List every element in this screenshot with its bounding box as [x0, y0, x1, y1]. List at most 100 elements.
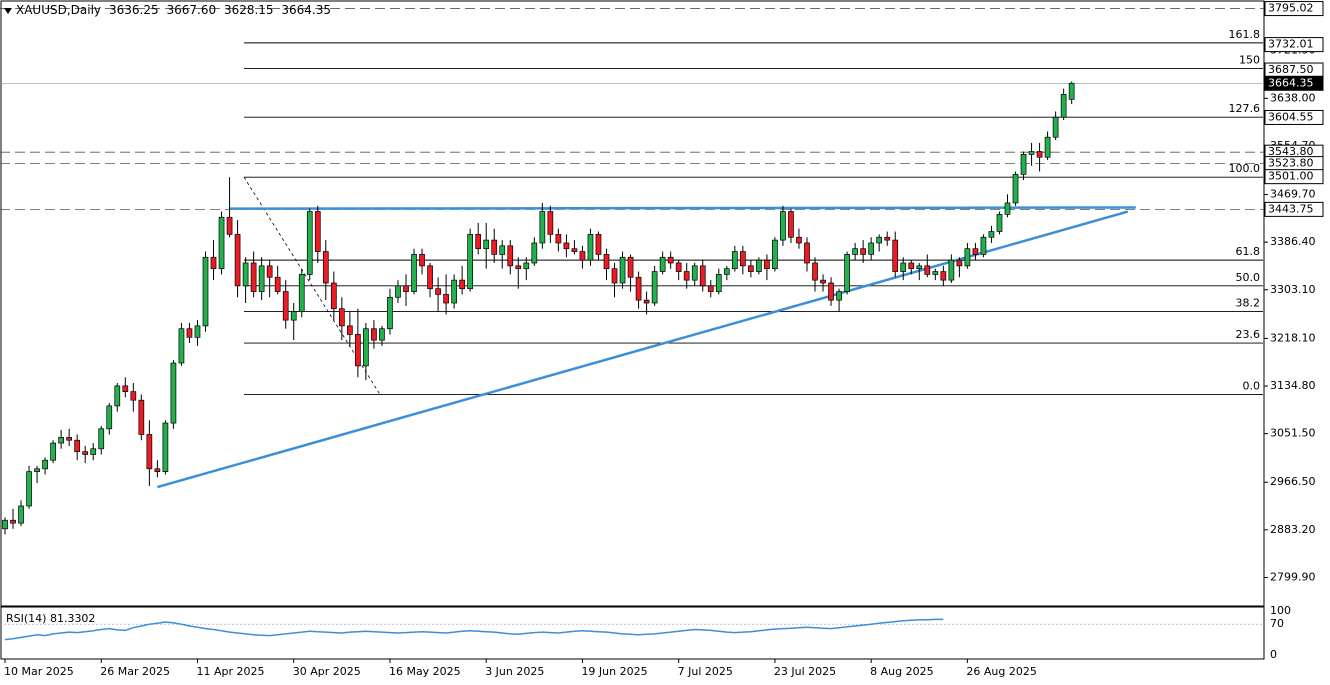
candle-body — [178, 328, 185, 364]
candle — [635, 271, 642, 309]
candle-body — [234, 234, 241, 287]
candle — [884, 231, 891, 246]
candle — [419, 248, 425, 275]
candle-body — [908, 262, 915, 270]
candle-body — [379, 328, 385, 341]
candle — [26, 465, 32, 509]
candle — [683, 262, 690, 289]
candle-body — [306, 211, 313, 275]
candle — [707, 280, 714, 298]
candle-body — [940, 271, 947, 281]
open-value: 3636.25 — [109, 3, 159, 17]
candle — [403, 274, 409, 306]
y-tick-label: 3134.80 — [1270, 379, 1316, 392]
candle — [2, 517, 8, 535]
candle — [980, 234, 987, 258]
candle — [571, 240, 578, 255]
price-tag-label: 3523.80 — [1268, 157, 1314, 170]
candle — [443, 274, 449, 315]
candle — [964, 242, 971, 269]
price-tag-box — [1264, 109, 1324, 125]
candle-body — [90, 448, 97, 455]
candle-body — [659, 256, 666, 272]
candle — [499, 240, 506, 269]
candle — [1036, 142, 1043, 172]
price-tag-label: 3501.00 — [1268, 170, 1314, 183]
candle-body — [338, 308, 345, 327]
candle — [940, 265, 947, 286]
candle — [691, 262, 698, 286]
candle — [1028, 142, 1035, 166]
fib-level-label: 23.6 — [1236, 328, 1261, 341]
candle-body — [756, 259, 762, 272]
candle — [467, 228, 474, 292]
candle — [860, 240, 866, 263]
candle-body — [42, 459, 48, 470]
candle — [659, 251, 666, 275]
candle — [98, 425, 105, 455]
candle — [42, 457, 48, 475]
candle — [1060, 88, 1067, 121]
candle — [355, 308, 361, 378]
candle-body — [587, 234, 594, 261]
candle-body — [266, 265, 273, 278]
candle — [748, 260, 754, 278]
candle — [242, 257, 249, 303]
fib-level-label: 127.6 — [1229, 102, 1261, 115]
candle — [788, 208, 794, 243]
candle — [515, 257, 522, 289]
collapse-triangle-icon[interactable] — [4, 7, 12, 14]
candle-body — [74, 439, 81, 452]
candle-body — [772, 239, 778, 270]
candle-body — [170, 362, 177, 424]
candle — [956, 257, 963, 278]
candle-body — [932, 271, 939, 275]
candle — [226, 177, 233, 238]
candle-body — [884, 236, 891, 241]
candle — [290, 303, 297, 341]
candle — [218, 211, 225, 275]
candle — [451, 274, 457, 309]
candle — [491, 228, 498, 263]
candle — [258, 257, 265, 301]
candle — [675, 260, 682, 281]
price-tag-box — [1264, 1, 1324, 17]
candle — [972, 242, 979, 261]
x-tick-label: 19 Jun 2025 — [581, 665, 647, 678]
candle — [764, 254, 770, 281]
candle — [298, 268, 305, 318]
rsi-level-label: 100 — [1270, 604, 1291, 617]
candle-body — [1004, 202, 1011, 215]
candle-body — [250, 262, 257, 292]
candle — [379, 325, 385, 346]
candle-body — [804, 242, 810, 264]
price-tag-label: 3687.50 — [1268, 63, 1314, 76]
candle-body — [258, 265, 265, 292]
candle — [90, 443, 97, 461]
candle-body — [675, 262, 682, 272]
candle-body — [900, 262, 907, 272]
candle-body — [595, 234, 602, 255]
low-value: 3628.15 — [223, 3, 274, 17]
candle — [643, 291, 650, 315]
candle — [154, 460, 161, 478]
candle — [812, 257, 818, 292]
candle — [739, 245, 746, 275]
rsi-pane-frame — [0, 606, 1265, 660]
candle — [106, 403, 113, 435]
candle — [483, 222, 490, 269]
candle — [347, 311, 353, 346]
candle — [306, 208, 313, 281]
candle — [731, 245, 738, 272]
x-tick-label: 30 Apr 2025 — [293, 665, 361, 678]
candle-body — [828, 282, 834, 301]
candle — [587, 228, 594, 266]
candle — [715, 268, 722, 295]
rsi-level-label: 70 — [1270, 617, 1284, 630]
candle — [330, 271, 337, 321]
candle-body — [154, 468, 161, 473]
candle — [10, 508, 16, 529]
candle — [627, 254, 634, 292]
candle — [122, 377, 129, 398]
candle-body — [820, 279, 826, 284]
